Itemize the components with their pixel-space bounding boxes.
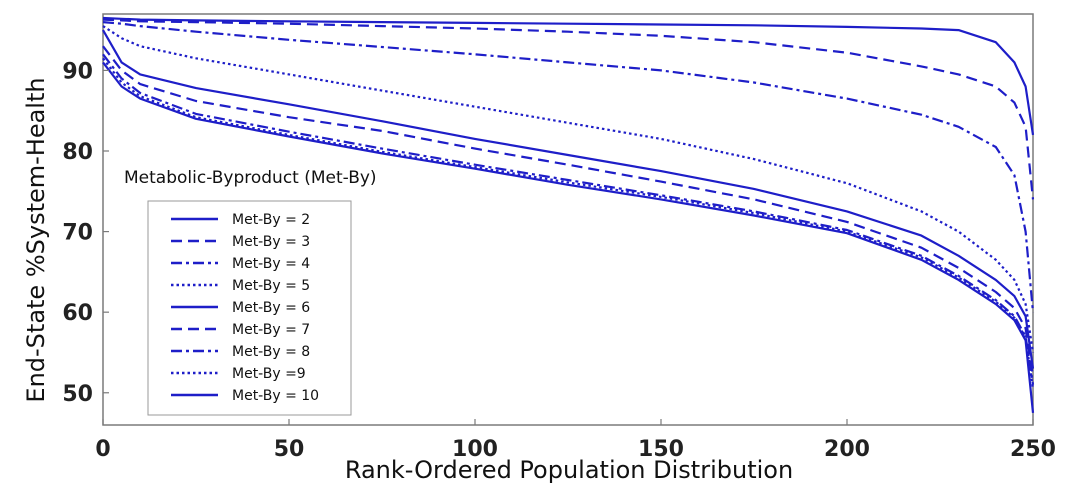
legend-label: Met-By = 5 — [232, 278, 310, 294]
legend-label: Met-By = 4 — [232, 256, 310, 272]
series-line — [102, 61, 1035, 414]
series-line — [102, 53, 1035, 385]
x-axis-title: Rank-Ordered Population Distribution — [345, 456, 793, 484]
plot-frame — [102, 13, 1034, 426]
y-tick-label: 60 — [62, 301, 93, 326]
y-tick-label: 80 — [62, 140, 93, 165]
x-tick-label: 150 — [638, 437, 684, 462]
series-line — [102, 57, 1035, 389]
series-line — [102, 18, 1035, 200]
legend: Met-By = 2 Met-By = 3 Met-By = 4 Met-By = 5… — [147, 200, 352, 416]
legend-label: Met-By = 7 — [232, 322, 310, 338]
x-tick-label: 100 — [452, 437, 498, 462]
chart-annotation: Metabolic-Byproduct (Met-By) — [124, 168, 377, 188]
legend-label: Met-By = 6 — [232, 300, 310, 316]
series-line — [102, 45, 1035, 377]
series-line — [102, 21, 1035, 313]
x-tick-label: 50 — [274, 437, 305, 462]
x-tick-label: 200 — [824, 437, 870, 462]
series-line — [102, 16, 1035, 136]
y-tick-label: 70 — [62, 221, 93, 246]
legend-label: Met-By = 10 — [232, 388, 319, 404]
legend-label: Met-By =9 — [232, 366, 306, 382]
x-tick-label: 0 — [95, 437, 110, 462]
legend-label: Met-By = 2 — [232, 212, 310, 228]
legend-label: Met-By = 8 — [232, 344, 310, 360]
y-tick-label: 90 — [62, 59, 93, 84]
x-tick-label: 250 — [1010, 437, 1056, 462]
y-tick-label: 50 — [62, 382, 93, 407]
legend-label: Met-By = 3 — [232, 234, 310, 250]
series-line — [102, 29, 1035, 369]
y-axis-title: End-State %System-Health — [22, 77, 50, 402]
